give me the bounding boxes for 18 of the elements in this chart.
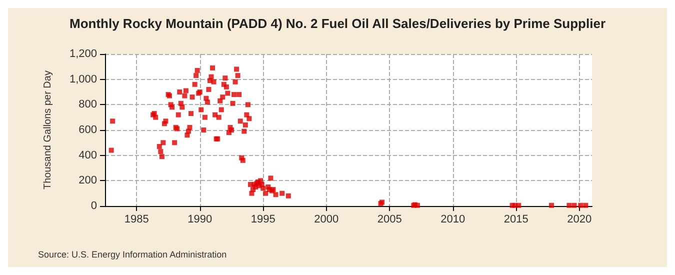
- x-tick-label: 2000: [314, 214, 339, 226]
- x-tick-label: 2015: [504, 214, 528, 226]
- y-tick-label: 200: [78, 174, 97, 187]
- chart-title: Monthly Rocky Mountain (PADD 4) No. 2 Fuel Oil All Sales/Deliveries by Prime Supplier: [69, 16, 606, 31]
- y-tick-label: 0: [90, 200, 97, 212]
- x-tick-label: 2005: [377, 214, 402, 226]
- source-note: Source: U.S. Energy Information Administration: [38, 250, 227, 260]
- y-axis-title: Thousand Gallons per Day: [42, 70, 54, 190]
- y-tick-label: 400: [78, 149, 97, 162]
- x-tick-label: 1990: [188, 214, 212, 226]
- y-tick-label: 800: [78, 98, 97, 111]
- x-tick-label: 2010: [440, 214, 466, 226]
- y-tick-label: 1,000: [69, 73, 97, 86]
- x-tick-label: 2020: [567, 214, 592, 226]
- x-tick-label: 1995: [250, 214, 276, 226]
- y-tick-label: 1,200: [69, 48, 97, 60]
- x-tick-label: 1985: [124, 214, 149, 226]
- y-tick-label: 600: [78, 124, 97, 136]
